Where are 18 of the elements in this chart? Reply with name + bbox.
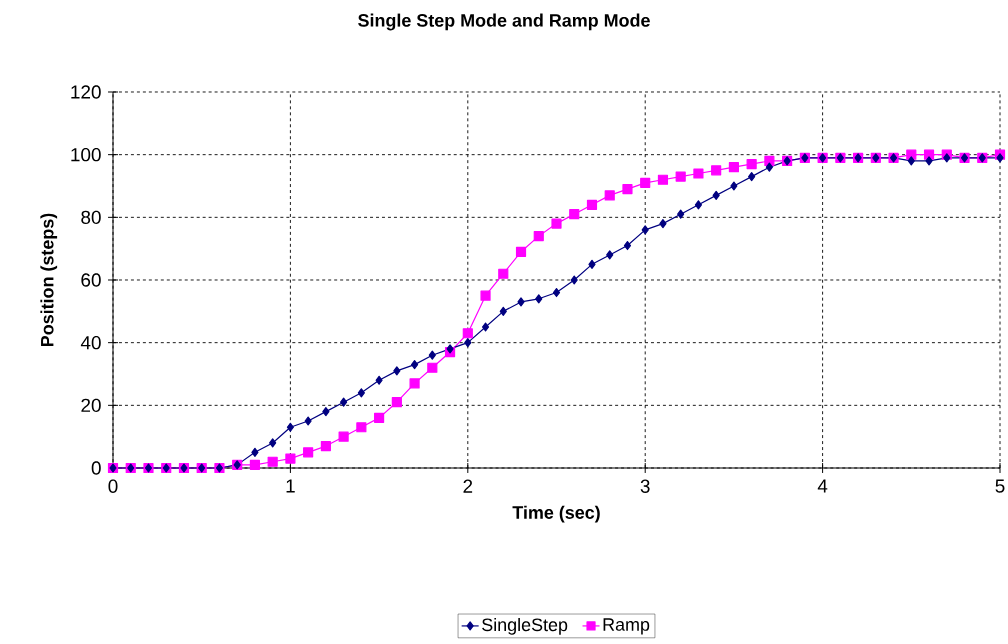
legend-label: SingleStep — [482, 618, 568, 635]
x-tick-label: 0 — [108, 479, 118, 493]
y-axis-title: Position (steps) — [40, 213, 58, 347]
y-tick-label: 80 — [81, 210, 101, 225]
x-tick-label: 4 — [817, 479, 828, 493]
legend-label: Ramp — [603, 618, 650, 635]
y-tick-label: 100 — [71, 147, 101, 162]
x-tick-label: 2 — [463, 479, 473, 493]
y-tick-label: 40 — [80, 335, 101, 350]
x-tick-label: 5 — [995, 479, 1005, 493]
x-axis-title: Time (sec) — [512, 505, 600, 523]
x-tick-label: 1 — [286, 479, 295, 493]
x-tick-label: 3 — [640, 479, 650, 493]
y-tick-label: 0 — [91, 461, 101, 475]
chart-title: Single Step Mode and Ramp Mode — [358, 13, 650, 31]
y-tick-label: 20 — [81, 398, 101, 413]
y-tick-label: 60 — [81, 273, 101, 287]
y-tick-label: 120 — [71, 85, 101, 99]
